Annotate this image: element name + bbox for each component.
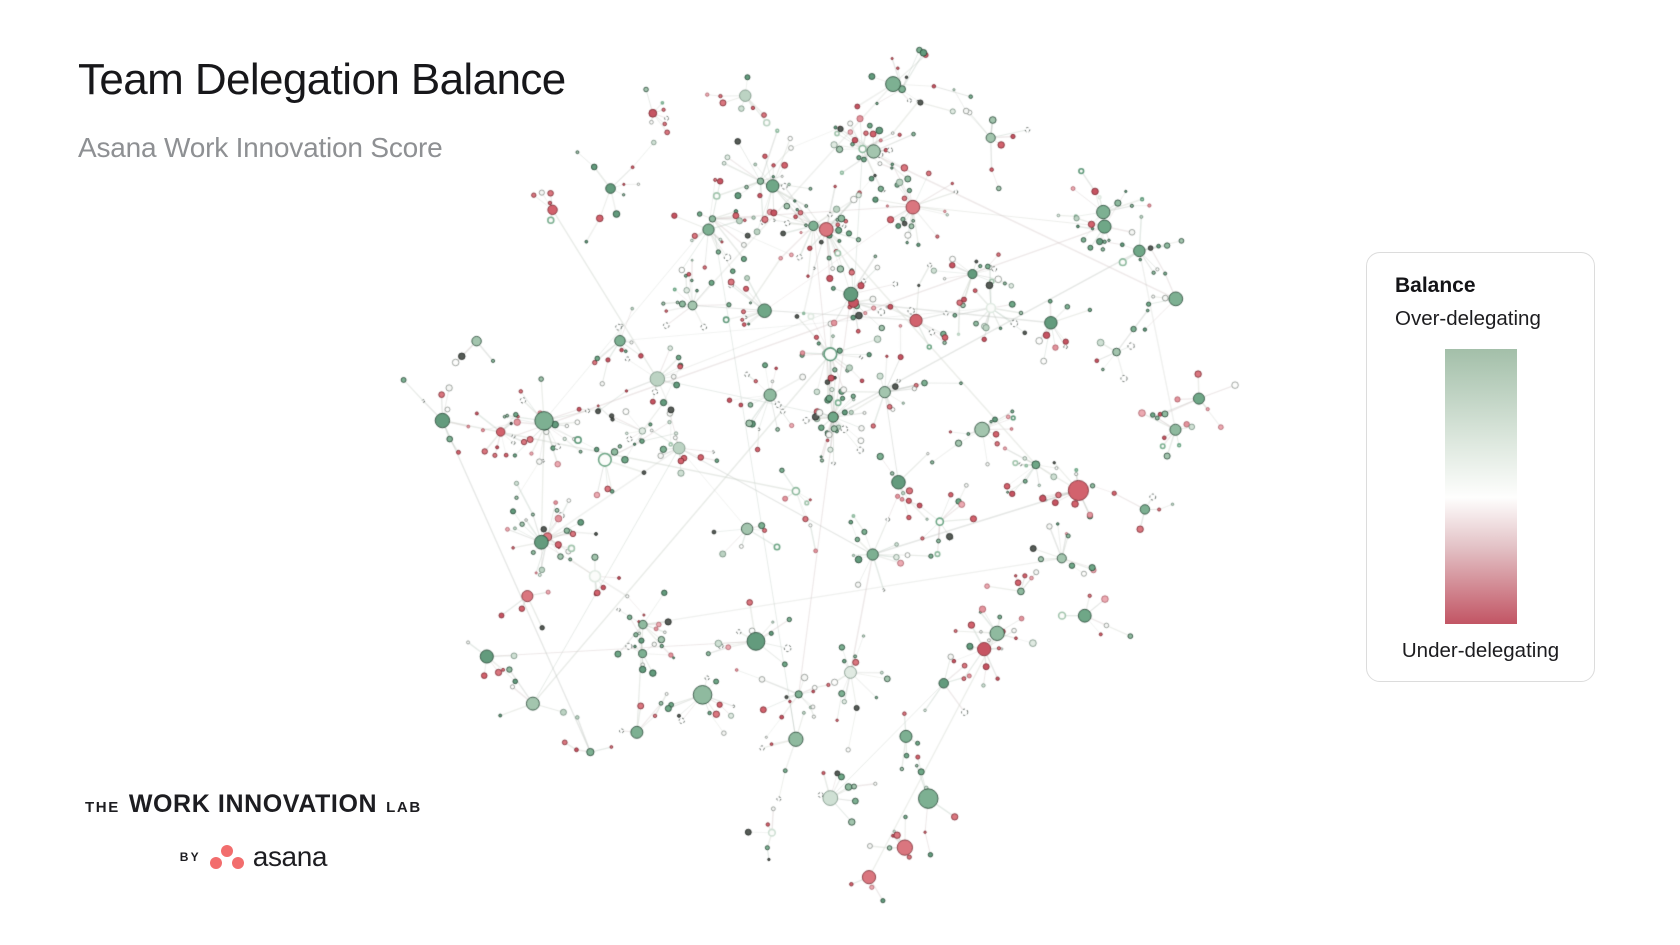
legend-over-delegating-label: Over-delegating <box>1395 307 1541 330</box>
brand-the-label: THE <box>85 799 120 816</box>
byline-by-label: BY <box>179 850 201 864</box>
page-title: Team Delegation Balance <box>78 55 566 104</box>
page-subtitle: Asana Work Innovation Score <box>78 132 443 164</box>
work-innovation-lab-logo: THE WORK INNOVATION LAB <box>85 790 422 819</box>
legend-gradient-bar <box>1445 349 1517 624</box>
legend-title: Balance <box>1395 274 1476 297</box>
brand-footer: THE WORK INNOVATION LAB BY asana <box>85 790 422 871</box>
byline: BY asana <box>85 843 422 871</box>
asana-logo-icon <box>209 845 244 869</box>
brand-lab-label: LAB <box>386 799 422 816</box>
asana-wordmark: asana <box>252 841 328 872</box>
brand-work-innovation-label: WORK INNOVATION <box>128 790 378 818</box>
header: Team Delegation Balance Asana Work Innov… <box>78 55 566 164</box>
legend-under-delegating-label: Under-delegating <box>1401 639 1560 662</box>
legend-card: Balance Over-delegating Under-delegating <box>1366 252 1595 682</box>
